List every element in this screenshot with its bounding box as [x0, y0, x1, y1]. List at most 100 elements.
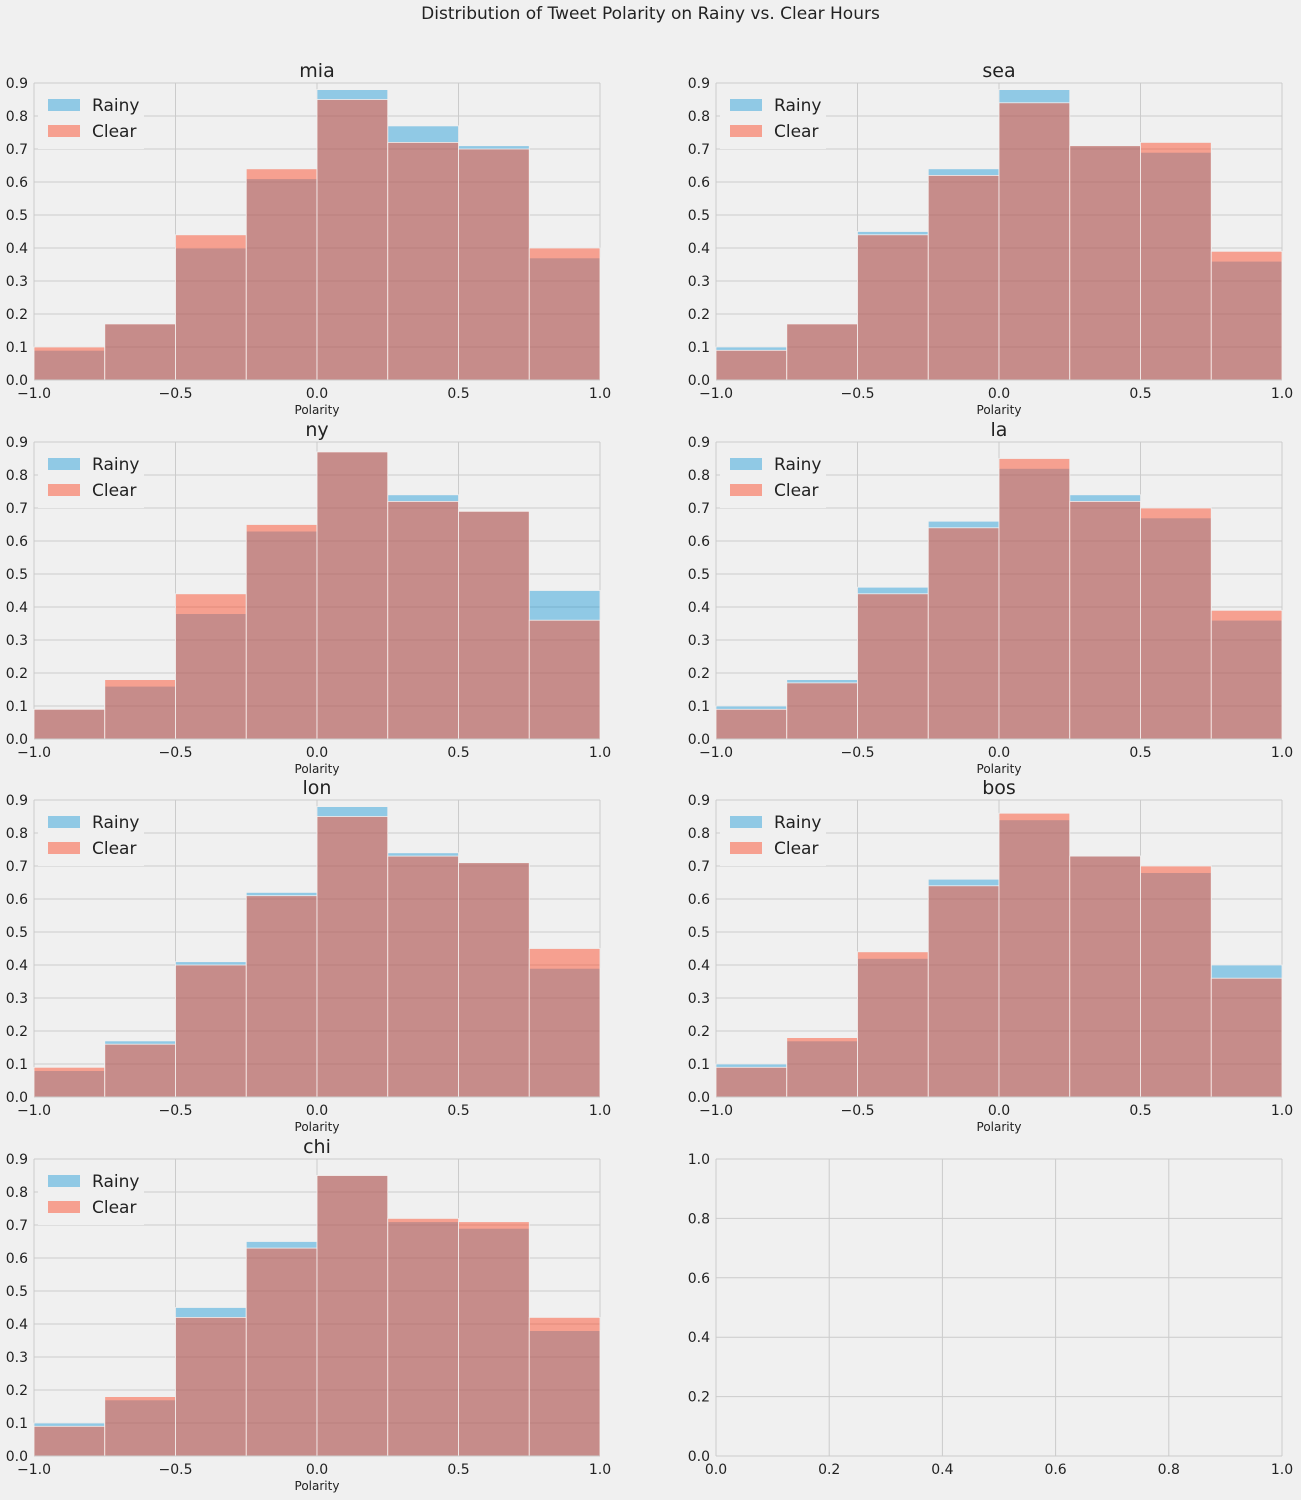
y-tick-label: 0.4 [6, 241, 28, 257]
y-tick-label: 0.6 [688, 534, 710, 550]
bar-clear [104, 1396, 176, 1457]
subplot-title: sea [982, 60, 1015, 82]
legend-label: Clear [774, 839, 818, 859]
x-axis-label: Polarity [977, 403, 1022, 417]
y-tick-label: 0.7 [688, 142, 710, 158]
x-tick-label: −0.5 [159, 1103, 193, 1119]
legend-label: Clear [92, 481, 136, 501]
legend-swatch [730, 99, 762, 111]
bar-clear [104, 1043, 176, 1098]
x-tick-label: 0.0 [306, 745, 328, 761]
legend-label: Clear [774, 122, 818, 142]
subplot-ny: 0.0 0.1 0.2 0.3 0.4 0.5 0.6 0.7 0.8 0.9 −1.0 −0.5 0.… [6, 419, 611, 776]
subplot-title: mia [299, 60, 334, 82]
x-tick-label: −1.0 [17, 1462, 51, 1478]
y-tick-label: 0.2 [6, 666, 28, 682]
y-tick-label: 0.0 [688, 1090, 710, 1106]
legend-swatch [48, 816, 80, 828]
legend-label: Rainy [92, 813, 139, 833]
x-tick-label: 0.0 [306, 1462, 328, 1478]
x-tick-label: 0.8 [1158, 1462, 1180, 1478]
y-tick-label: 0.3 [688, 991, 710, 1007]
y-tick-label: 0.4 [6, 600, 28, 616]
y-tick-label: 0.0 [688, 373, 710, 389]
bar-clear [245, 524, 318, 740]
legend: Rainy Clear [38, 89, 144, 149]
subplot-empty: 0.0 0.2 0.4 0.6 0.8 1.0 0.0 0.2 0.4 0.6 0.8 1.0 [688, 1152, 1293, 1478]
x-tick-label: −1.0 [17, 1103, 51, 1119]
legend-label: Clear [774, 481, 818, 501]
bar-clear [998, 102, 1071, 381]
x-tick-label: 0.5 [1129, 745, 1151, 761]
y-tick-label: 0.8 [688, 468, 710, 484]
y-tick-label: 0.3 [6, 1350, 28, 1366]
x-tick-label: 0.0 [988, 386, 1010, 402]
legend-label: Clear [92, 122, 136, 142]
y-tick-label: 0.2 [688, 1390, 710, 1406]
y-tick-label: 0.5 [688, 567, 710, 583]
legend-label: Rainy [92, 96, 139, 116]
y-tick-label: 0.4 [688, 600, 710, 616]
bar-clear [316, 99, 389, 381]
y-tick-label: 0.8 [6, 468, 28, 484]
legend-swatch [48, 99, 80, 111]
y-tick-label: 0.3 [6, 274, 28, 290]
bar-clear [316, 816, 389, 1098]
y-tick-label: 0.0 [6, 1090, 28, 1106]
y-tick-label: 0.7 [688, 501, 710, 517]
x-axis-label: Polarity [295, 762, 340, 776]
bar-clear [245, 168, 318, 381]
subplot-title: bos [982, 777, 1016, 799]
y-tick-label: 0.7 [6, 142, 28, 158]
subplot-title: lon [303, 777, 332, 799]
bar-clear [927, 885, 1000, 1098]
legend-frame [720, 448, 826, 508]
x-tick-label: 0.0 [306, 386, 328, 402]
y-tick-label: 0.3 [6, 991, 28, 1007]
legend-swatch [730, 816, 762, 828]
x-tick-label: −1.0 [699, 1103, 733, 1119]
legend-swatch [730, 125, 762, 137]
y-tick-label: 0.1 [6, 340, 28, 356]
bar-clear [1210, 609, 1283, 740]
y-tick-label: 0.3 [688, 633, 710, 649]
bar-clear [316, 1175, 389, 1457]
x-tick-label: 0.0 [705, 1462, 727, 1478]
y-tick-label: 0.8 [688, 109, 710, 125]
x-tick-label: −0.5 [841, 386, 875, 402]
y-tick-label: 0.6 [688, 175, 710, 191]
x-tick-label: 0.0 [306, 1103, 328, 1119]
y-tick-label: 0.9 [6, 435, 28, 451]
bar-clear [1140, 865, 1212, 1098]
legend-swatch [48, 1175, 80, 1187]
bar-clear [387, 1218, 459, 1457]
y-tick-label: 0.5 [6, 208, 28, 224]
bar-clear [528, 619, 601, 740]
y-tick-label: 0.2 [688, 1024, 710, 1040]
bar-clear [927, 174, 1000, 381]
bar-clear [316, 451, 389, 740]
y-tick-label: 0.1 [6, 1416, 28, 1432]
x-tick-label: 1.0 [1271, 1462, 1293, 1478]
legend-frame [720, 806, 826, 866]
subplot-lon: 0.0 0.1 0.2 0.3 0.4 0.5 0.6 0.7 0.8 0.9 −1.0 −0.5 0.… [6, 777, 611, 1134]
x-tick-label: −1.0 [699, 745, 733, 761]
x-tick-label: −0.5 [841, 1103, 875, 1119]
bar-clear [245, 895, 318, 1098]
legend-frame [38, 806, 144, 866]
bar-clear [1210, 977, 1283, 1098]
x-tick-label: 0.4 [931, 1462, 953, 1478]
bar-clear [33, 708, 106, 740]
legend-swatch [48, 458, 80, 470]
bar-clear [175, 964, 247, 1098]
bar-clear [1140, 507, 1212, 740]
y-tick-label: 0.0 [688, 732, 710, 748]
bar-clear [175, 593, 247, 740]
bar-clear [998, 458, 1071, 740]
bar-clear [528, 948, 601, 1098]
y-tick-label: 0.8 [6, 1185, 28, 1201]
y-tick-label: 0.4 [6, 958, 28, 974]
x-tick-label: 1.0 [1271, 745, 1293, 761]
bar-clear [857, 593, 929, 740]
